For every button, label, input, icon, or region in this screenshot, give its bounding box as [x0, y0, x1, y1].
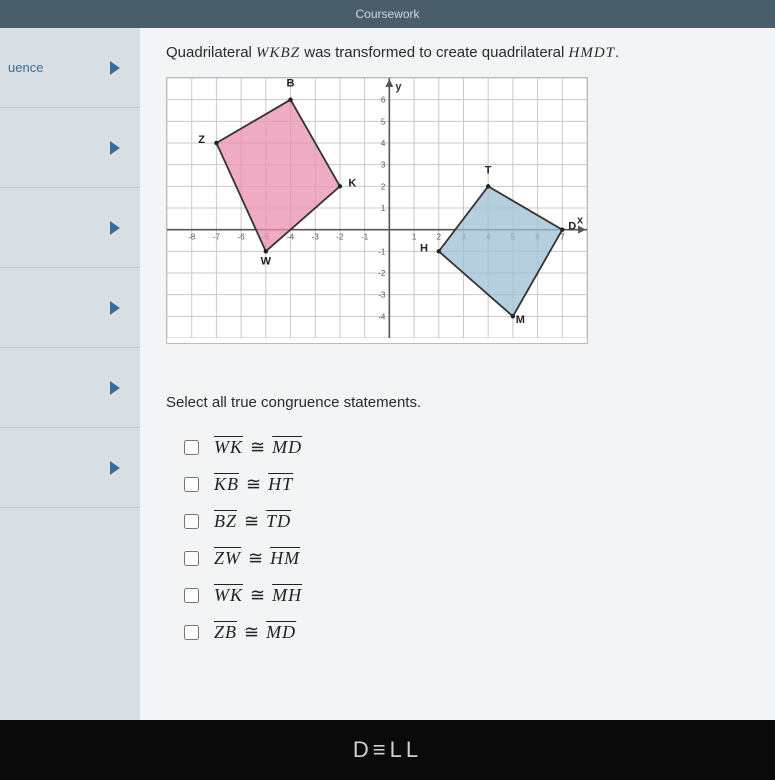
option-checkbox-2[interactable]	[184, 514, 199, 529]
svg-text:Z: Z	[198, 134, 205, 146]
svg-text:-1: -1	[361, 232, 369, 241]
option-3[interactable]: ZW≅HM	[166, 540, 749, 577]
sidebar-item-3[interactable]	[0, 268, 140, 348]
q-shape1: WKBZ	[256, 45, 300, 61]
option-checkbox-5[interactable]	[184, 625, 199, 640]
play-icon	[110, 301, 120, 315]
sidebar-item-label: uence	[8, 60, 43, 75]
svg-text:-3: -3	[312, 232, 320, 241]
svg-text:4: 4	[381, 139, 386, 148]
option-2[interactable]: BZ≅TD	[166, 503, 749, 540]
sidebar-item-5[interactable]	[0, 428, 140, 508]
option-label-2: BZ≅TD	[213, 511, 292, 532]
svg-text:H: H	[420, 242, 428, 254]
coordinate-graph: -8-7-6-5-4-3-2-11234567-4-3-2-1123456yxW…	[166, 77, 588, 344]
svg-text:3: 3	[381, 160, 386, 169]
svg-text:x: x	[577, 214, 584, 226]
sidebar-item-2[interactable]	[0, 188, 140, 268]
option-0[interactable]: WK≅MD	[166, 429, 749, 466]
option-label-3: ZW≅HM	[213, 548, 301, 569]
options-list: WK≅MD KB≅HT BZ≅TD ZW≅HM WK≅MH ZB≅MD	[166, 429, 749, 651]
main-content: Quadrilateral WKBZ was transformed to cr…	[140, 28, 775, 720]
topbar-title: Coursework	[355, 7, 419, 21]
svg-text:K: K	[348, 177, 356, 189]
option-label-0: WK≅MD	[213, 437, 303, 458]
question-text: Quadrilateral WKBZ was transformed to cr…	[166, 42, 749, 65]
play-icon	[110, 221, 120, 235]
svg-text:-7: -7	[213, 232, 221, 241]
play-icon	[110, 381, 120, 395]
option-checkbox-4[interactable]	[184, 588, 199, 603]
q-prefix: Quadrilateral	[166, 44, 256, 61]
svg-text:T: T	[485, 164, 492, 176]
svg-text:1: 1	[412, 232, 417, 241]
q-shape2: HMDT	[569, 45, 616, 61]
svg-text:-2: -2	[336, 232, 344, 241]
svg-text:-2: -2	[378, 269, 386, 278]
svg-text:5: 5	[381, 117, 386, 126]
option-checkbox-3[interactable]	[184, 551, 199, 566]
svg-text:y: y	[395, 81, 402, 93]
option-label-1: KB≅HT	[213, 474, 294, 495]
svg-text:-3: -3	[378, 290, 386, 299]
brand-logo: D≡LL	[353, 737, 422, 762]
q-suffix: .	[615, 44, 619, 61]
option-1[interactable]: KB≅HT	[166, 466, 749, 503]
play-icon	[110, 61, 120, 75]
sidebar-item-4[interactable]	[0, 348, 140, 428]
svg-text:M: M	[516, 313, 525, 325]
q-mid: was transformed to create quadrilateral	[300, 44, 568, 61]
svg-text:-1: -1	[378, 247, 386, 256]
svg-text:B: B	[287, 78, 295, 90]
top-bar: Coursework	[0, 0, 775, 28]
svg-text:2: 2	[381, 182, 386, 191]
svg-text:D: D	[568, 220, 576, 232]
svg-text:2: 2	[437, 232, 442, 241]
option-label-5: ZB≅MD	[213, 622, 297, 643]
svg-text:6: 6	[381, 95, 386, 104]
option-4[interactable]: WK≅MH	[166, 577, 749, 614]
option-5[interactable]: ZB≅MD	[166, 614, 749, 651]
laptop-bezel: D≡LL	[0, 720, 775, 780]
sidebar-item-1[interactable]	[0, 108, 140, 188]
option-checkbox-0[interactable]	[184, 440, 199, 455]
option-label-4: WK≅MH	[213, 585, 303, 606]
sidebar: uence	[0, 28, 140, 720]
svg-text:-4: -4	[378, 312, 386, 321]
instruction-text: Select all true congruence statements.	[166, 394, 749, 411]
play-icon	[110, 461, 120, 475]
svg-text:W: W	[261, 255, 272, 267]
sidebar-item-0[interactable]: uence	[0, 28, 140, 108]
option-checkbox-1[interactable]	[184, 477, 199, 492]
svg-text:-4: -4	[287, 232, 295, 241]
svg-text:-8: -8	[188, 232, 196, 241]
play-icon	[110, 141, 120, 155]
svg-text:-6: -6	[238, 232, 246, 241]
svg-text:1: 1	[381, 204, 386, 213]
